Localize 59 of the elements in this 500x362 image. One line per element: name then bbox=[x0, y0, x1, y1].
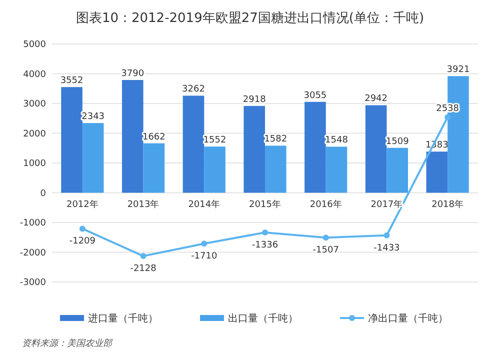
data-label: -1433 bbox=[374, 243, 400, 254]
data-label: 3262 bbox=[182, 84, 205, 95]
data-label: 1662 bbox=[142, 132, 166, 142]
data-label: -1209 bbox=[69, 236, 96, 247]
bar bbox=[326, 146, 348, 193]
bar bbox=[122, 80, 144, 193]
x-tick-label: 2012年 bbox=[66, 198, 98, 210]
point bbox=[140, 253, 146, 260]
data-label: 3921 bbox=[446, 65, 470, 76]
legend-label: 净出口量（千吨） bbox=[368, 312, 448, 324]
y-tick-label: 1000 bbox=[23, 159, 46, 170]
bar bbox=[426, 152, 448, 193]
point bbox=[79, 226, 86, 232]
y-tick-label: -2000 bbox=[20, 248, 46, 258]
data-label: 2942 bbox=[364, 94, 388, 104]
chart-title: 图表10：2012-2019年欧盟27国糖进出口情况(单位：千吨) bbox=[76, 11, 424, 26]
y-tick-label: 4000 bbox=[23, 70, 46, 80]
x-tick-label: 2014年 bbox=[188, 198, 220, 210]
bar bbox=[386, 148, 408, 193]
bar bbox=[61, 87, 82, 193]
data-label: 1509 bbox=[386, 136, 410, 147]
data-label: 1548 bbox=[325, 136, 348, 146]
bar bbox=[365, 105, 387, 193]
point bbox=[322, 234, 329, 241]
bar bbox=[82, 123, 104, 193]
y-tick-label: -1000 bbox=[20, 218, 46, 229]
data-label: 3055 bbox=[304, 90, 327, 101]
text: 资料来源：美国农业部 bbox=[22, 338, 113, 349]
bar bbox=[244, 106, 265, 193]
bar bbox=[304, 102, 326, 193]
x-tick-label: 2018年 bbox=[432, 198, 464, 210]
x-tick-label: 2016年 bbox=[310, 198, 342, 210]
point bbox=[384, 232, 390, 238]
x-tick-label: 2013年 bbox=[127, 198, 160, 210]
y-tick-label: -3000 bbox=[20, 278, 46, 288]
y-tick-label: 2000 bbox=[23, 129, 46, 140]
data-label: 3552 bbox=[60, 76, 84, 86]
y-tick-label: 3000 bbox=[23, 100, 46, 110]
point bbox=[201, 240, 208, 247]
bar bbox=[204, 146, 226, 193]
point bbox=[444, 114, 451, 120]
bar bbox=[143, 143, 165, 193]
data-label: -2128 bbox=[130, 264, 157, 274]
bar bbox=[182, 96, 204, 193]
data-label: -1710 bbox=[191, 252, 218, 262]
point bbox=[262, 229, 268, 236]
data-label: 2538 bbox=[436, 104, 460, 114]
legend-label: 进口量（千吨） bbox=[88, 312, 158, 324]
data-label: 3790 bbox=[121, 68, 144, 79]
bar bbox=[265, 146, 286, 193]
y-tick-label: 5000 bbox=[23, 40, 46, 50]
data-label: 1582 bbox=[264, 134, 288, 145]
data-label: -1336 bbox=[252, 240, 278, 250]
x-tick-label: 2015年 bbox=[249, 198, 281, 210]
data-label: 1552 bbox=[203, 136, 226, 146]
data-label: -1507 bbox=[312, 246, 339, 256]
y-tick-label: 0 bbox=[40, 188, 46, 199]
legend-label: 出口量（千吨） bbox=[228, 312, 298, 324]
data-label: 2918 bbox=[242, 94, 266, 105]
